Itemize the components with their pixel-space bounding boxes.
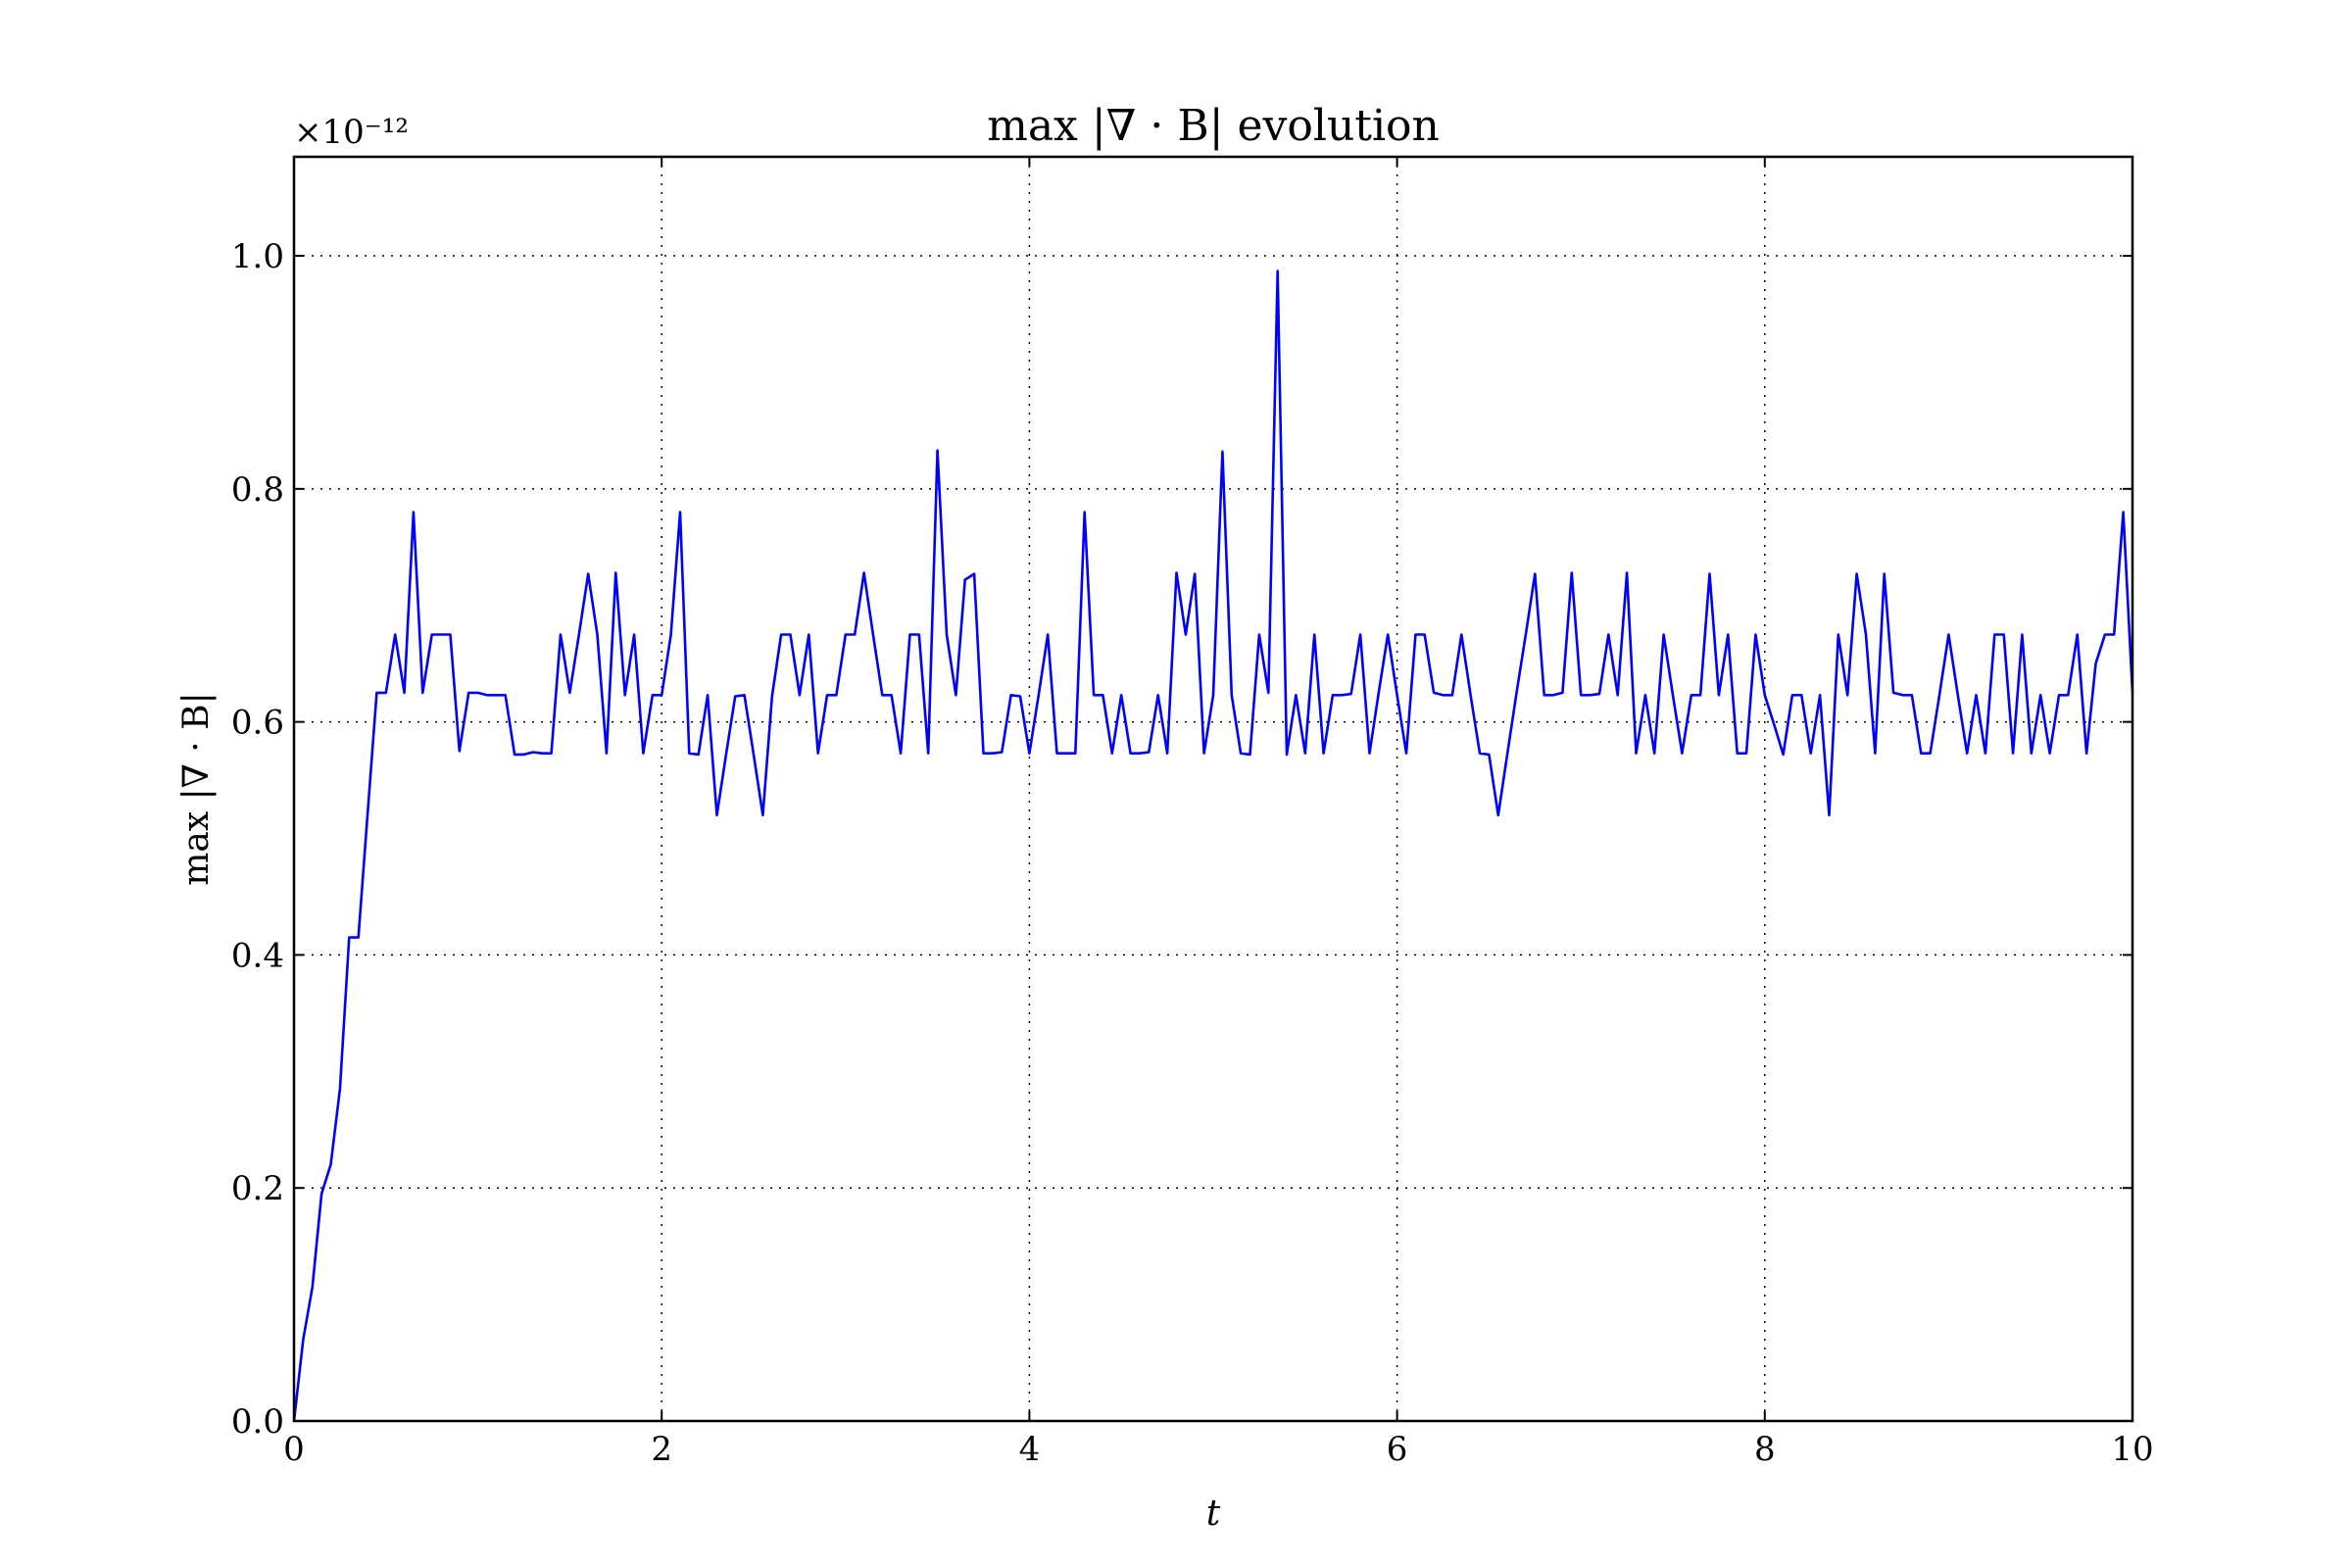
x-tick-label: 6 <box>1387 1430 1408 1469</box>
y-axis-label: max |∇ · B| <box>176 692 217 886</box>
y-tick-label: 0.6 <box>231 704 284 743</box>
x-tick-label: 0 <box>283 1430 305 1469</box>
y-tick-label: 0.4 <box>231 936 284 975</box>
plot-frame <box>292 155 2134 1423</box>
x-tick-labels: 0 2 4 6 8 10 <box>283 1430 2153 1469</box>
y-tick-label: 1.0 <box>231 237 284 276</box>
y-tick-labels: 0.0 0.2 0.4 0.6 0.8 1.0 <box>231 237 284 1442</box>
x-tick-label: 4 <box>1019 1430 1041 1469</box>
gridlines <box>294 157 2132 1421</box>
series-line <box>292 270 2134 1422</box>
chart-title: max |∇ · B| evolution <box>987 101 1440 151</box>
series-layer <box>292 270 2134 1422</box>
x-axis-label: t <box>1206 1494 1221 1534</box>
x-tick-label: 8 <box>1754 1430 1776 1469</box>
y-tick-label: 0.2 <box>231 1169 284 1208</box>
y-tick-label: 0.8 <box>231 470 284 510</box>
y-tick-label: 0.0 <box>231 1402 284 1442</box>
offset-text: ×10⁻¹² <box>294 113 409 152</box>
tick-marks <box>293 157 2133 1422</box>
x-tick-label: 10 <box>2111 1430 2153 1469</box>
x-tick-label: 2 <box>651 1430 672 1469</box>
